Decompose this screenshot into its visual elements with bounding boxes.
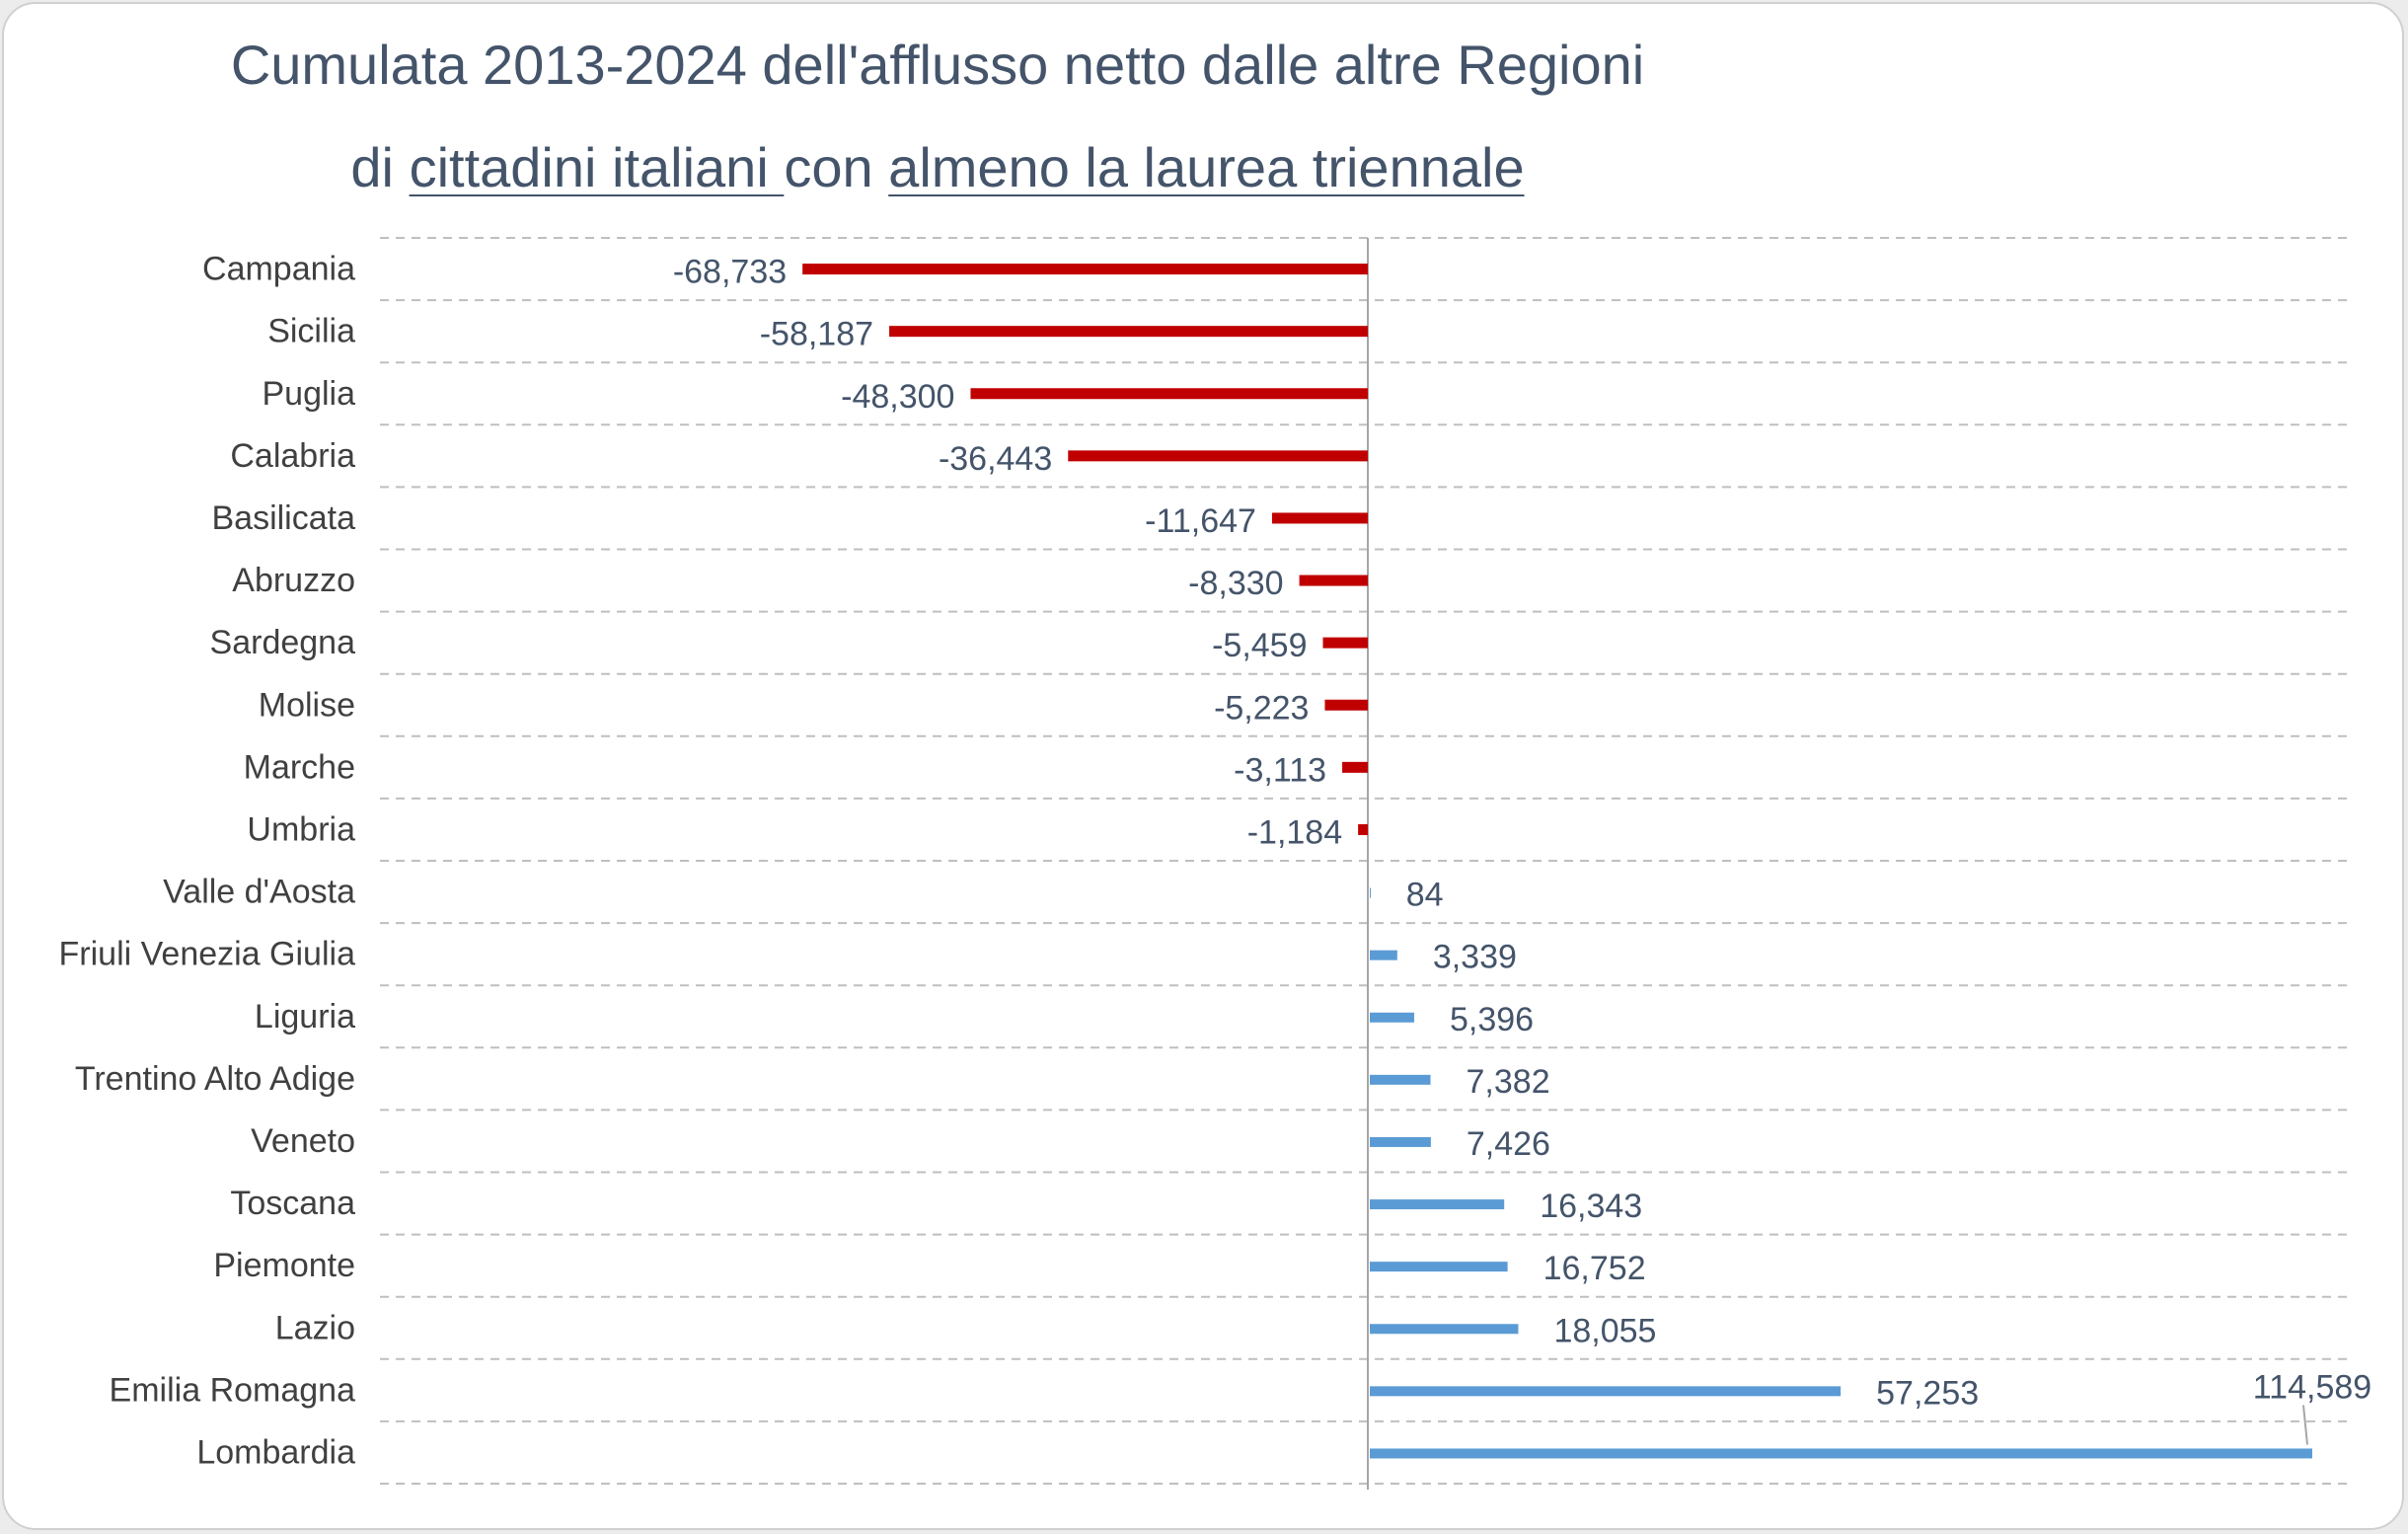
category-label: Campania: [202, 251, 355, 288]
bar: [1322, 637, 1368, 649]
chart-title: Cumulata 2013-2024 dell'afflusso netto d…: [0, 14, 1875, 219]
bar: [1342, 761, 1368, 773]
category-label: Piemonte: [213, 1247, 355, 1284]
data-label: -5,223: [1214, 689, 1309, 727]
data-label: 84: [1406, 877, 1444, 914]
bar: [1370, 1199, 1505, 1210]
data-label: 16,343: [1540, 1188, 1642, 1225]
category-label: Lazio: [275, 1309, 355, 1346]
data-label: -3,113: [1234, 751, 1326, 789]
title-part-laurea: almeno la laurea triennale: [888, 136, 1525, 198]
bar: [1370, 1074, 1431, 1085]
bar: [1068, 450, 1368, 462]
bar: [889, 326, 1368, 338]
data-label: 114,589: [2253, 1368, 2371, 1406]
category-label: Abruzzo: [232, 562, 355, 599]
data-label: 5,396: [1450, 1001, 1534, 1038]
data-label: -36,443: [939, 440, 1052, 478]
data-label: -1,184: [1247, 813, 1342, 851]
bar: [802, 264, 1368, 275]
bar: [970, 388, 1368, 400]
chart-title-line2: di cittadini italiani con almeno la laur…: [0, 116, 1875, 219]
title-part-con: con: [784, 136, 889, 198]
bar: [1370, 1448, 2312, 1459]
data-label: -11,647: [1145, 502, 1256, 540]
bar: [1370, 950, 1397, 960]
data-label: 57,253: [1876, 1374, 1979, 1412]
category-label: Sicilia: [267, 313, 355, 350]
bar: [1370, 1012, 1414, 1023]
data-label: -48,300: [841, 378, 954, 416]
bar: [1271, 512, 1368, 524]
category-label: Lombardia: [196, 1433, 355, 1471]
data-label: 7,382: [1467, 1063, 1550, 1101]
bar: [1370, 1262, 1508, 1272]
category-label: Valle d'Aosta: [163, 874, 355, 911]
title-part-cittadini: cittadini italiani: [409, 136, 785, 198]
category-label: Friuli Venezia Giulia: [59, 936, 356, 973]
bar: [1370, 1386, 1842, 1397]
title-part-di: di: [350, 136, 410, 198]
category-label: Calabria: [230, 437, 355, 475]
bar: [1324, 699, 1368, 711]
category-label: Umbria: [247, 810, 355, 848]
category-label: Marche: [244, 748, 355, 786]
bar: [1358, 823, 1368, 835]
category-label: Veneto: [251, 1122, 355, 1160]
data-label: -58,187: [760, 316, 873, 353]
category-label: Puglia: [262, 375, 355, 413]
category-label: Toscana: [230, 1185, 355, 1222]
category-label: Trentino Alto Adige: [75, 1060, 355, 1098]
data-label: -68,733: [673, 254, 787, 291]
data-label: 16,752: [1543, 1250, 1646, 1287]
data-label: -8,330: [1188, 565, 1283, 602]
bar: [1370, 1136, 1431, 1147]
data-label: 3,339: [1433, 939, 1517, 976]
bar: [1370, 1324, 1519, 1335]
data-label: 18,055: [1553, 1312, 1656, 1349]
bar: [1299, 575, 1368, 586]
data-label: 7,426: [1467, 1125, 1550, 1163]
category-label: Molise: [259, 686, 355, 724]
bar: [1370, 887, 1371, 898]
category-label: Emilia Romagna: [110, 1371, 356, 1409]
category-label: Basilicata: [211, 499, 355, 537]
chart-title-line1: Cumulata 2013-2024 dell'afflusso netto d…: [230, 34, 1645, 96]
data-label: -5,459: [1212, 627, 1307, 664]
category-label: Liguria: [255, 998, 355, 1035]
data-label-leader: [2302, 1405, 2308, 1445]
category-label: Sardegna: [210, 624, 356, 661]
